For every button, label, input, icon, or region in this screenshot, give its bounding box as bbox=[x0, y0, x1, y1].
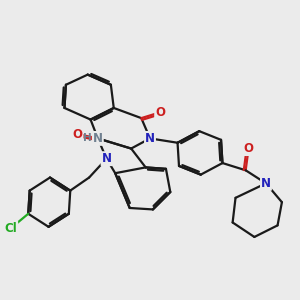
Text: O: O bbox=[155, 106, 165, 119]
Text: O: O bbox=[73, 128, 82, 141]
Text: Cl: Cl bbox=[4, 222, 17, 235]
Text: N: N bbox=[261, 177, 271, 190]
Text: N: N bbox=[145, 132, 155, 145]
Text: O: O bbox=[244, 142, 254, 155]
Text: N: N bbox=[101, 152, 112, 165]
Text: N: N bbox=[93, 132, 103, 145]
Text: H: H bbox=[83, 134, 92, 143]
